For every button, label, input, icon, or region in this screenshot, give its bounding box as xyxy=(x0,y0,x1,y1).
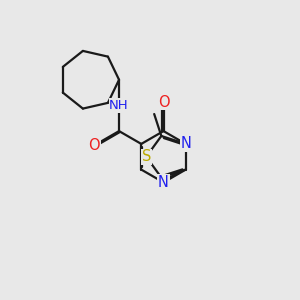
Text: O: O xyxy=(158,94,169,110)
Text: N: N xyxy=(158,175,169,190)
Text: S: S xyxy=(142,149,151,164)
Text: NH: NH xyxy=(109,99,129,112)
Text: N: N xyxy=(180,136,191,152)
Text: O: O xyxy=(88,138,100,153)
